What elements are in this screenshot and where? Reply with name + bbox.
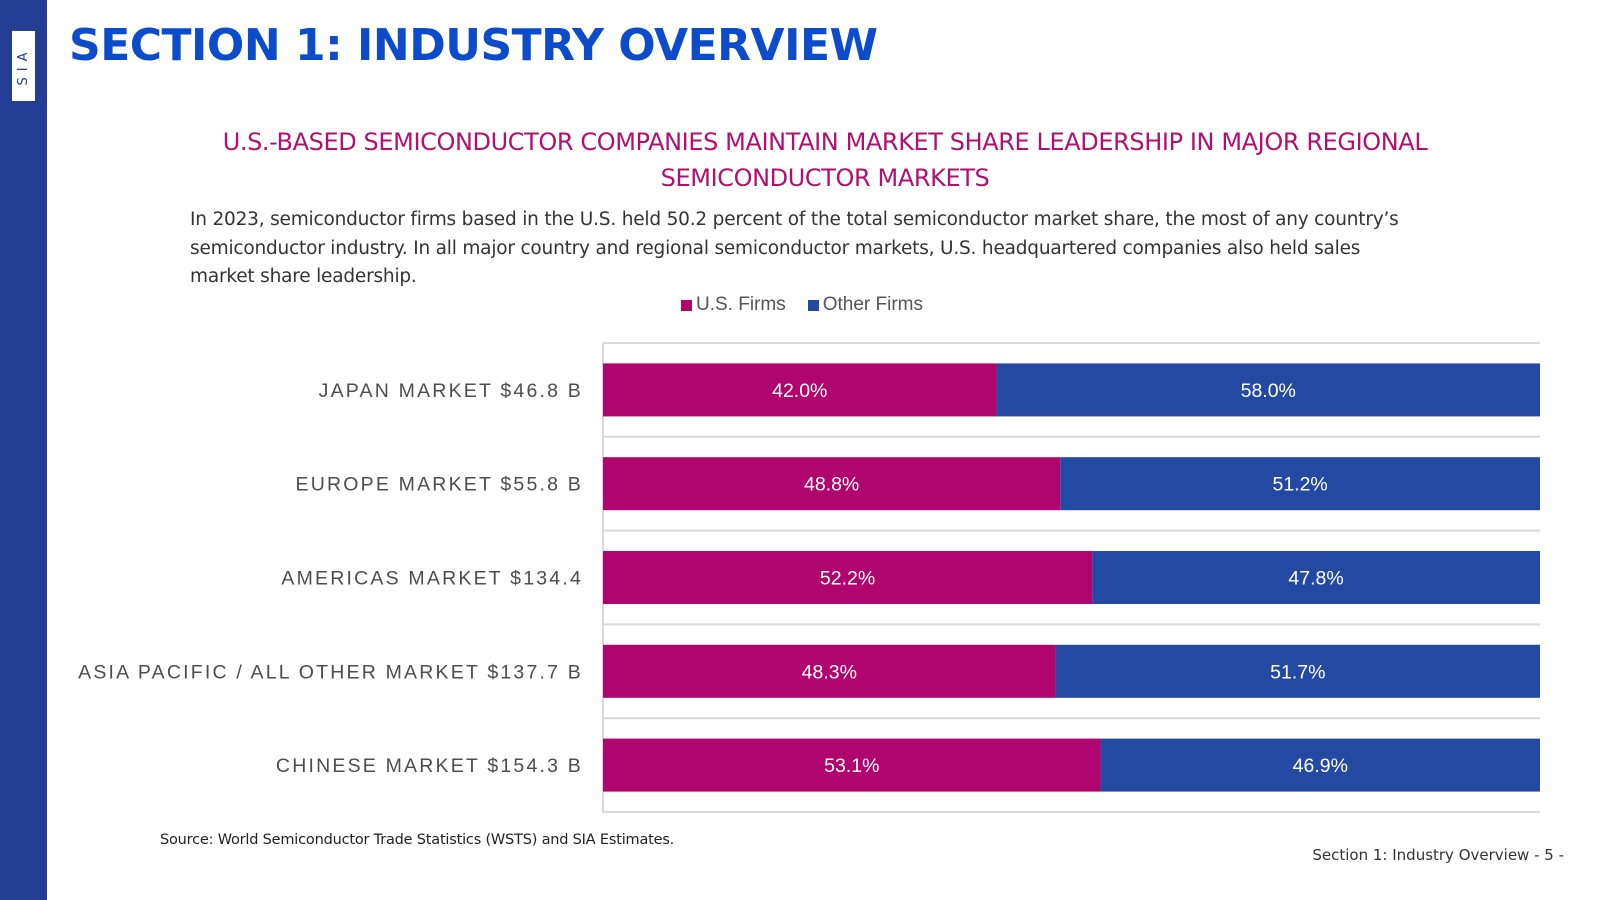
- headline-line-1: U.S.-BASED SEMICONDUCTOR COMPANIES MAINT…: [222, 128, 1428, 156]
- data-label: 48.3%: [802, 661, 857, 683]
- bar-other-firms: [1060, 457, 1540, 511]
- category-label: JAPAN MARKET $46.8 B: [319, 380, 583, 402]
- bar-us-firms: [603, 738, 1101, 792]
- legend-swatch-us-firms: [681, 299, 692, 311]
- bar-us-firms: [603, 457, 1061, 511]
- category-label: AMERICAS MARKET $134.4: [281, 568, 583, 590]
- bar-other-firms: [1092, 551, 1540, 604]
- bar-other-firms: [1055, 644, 1540, 698]
- bar-us-firms: [603, 363, 997, 417]
- legend-swatch-other-firms: [807, 299, 819, 311]
- legend-item-other-firms: Other Firms: [807, 294, 923, 316]
- chart-legend: U.S. Firms Other Firms: [681, 294, 945, 316]
- data-label: 58.0%: [1241, 380, 1296, 402]
- source-note: Source: World Semiconductor Trade Statis…: [160, 832, 675, 848]
- data-label: 51.2%: [1272, 474, 1327, 496]
- bar-us-firms: [603, 551, 1093, 604]
- legend-label-other-firms: Other Firms: [822, 294, 923, 315]
- data-label: 47.8%: [1288, 568, 1343, 590]
- section-title: SECTION 1: INDUSTRY OVERVIEW: [69, 20, 878, 71]
- data-label: 48.8%: [804, 474, 859, 496]
- chart-headline: U.S.-BASED SEMICONDUCTOR COMPANIES MAINT…: [140, 124, 1510, 196]
- category-label: CHINESE MARKET $154.3 B: [276, 755, 583, 777]
- headline-line-2: SEMICONDUCTOR MARKETS: [660, 164, 990, 192]
- category-label: EUROPE MARKET $55.8 B: [295, 474, 583, 496]
- data-label: 53.1%: [824, 755, 879, 777]
- sia-logo: SIA: [12, 31, 35, 101]
- sidebar: SIA: [0, 0, 47, 900]
- intro-paragraph: In 2023, semiconductor firms based in th…: [190, 209, 1399, 287]
- legend-item-us-firms: U.S. Firms: [681, 294, 786, 316]
- data-label: 51.7%: [1270, 661, 1325, 683]
- data-label: 42.0%: [772, 380, 827, 402]
- category-label: ASIA PACIFIC / ALL OTHER MARKET $137.7 B: [78, 661, 583, 683]
- bar-us-firms: [603, 644, 1056, 698]
- bar-other-firms: [1100, 738, 1540, 792]
- legend-label-us-firms: U.S. Firms: [696, 294, 786, 315]
- data-label: 46.9%: [1293, 755, 1348, 777]
- data-label: 52.2%: [820, 568, 875, 590]
- page-footer: Section 1: Industry Overview - 5 -: [1312, 846, 1564, 864]
- bar-other-firms: [996, 363, 1540, 417]
